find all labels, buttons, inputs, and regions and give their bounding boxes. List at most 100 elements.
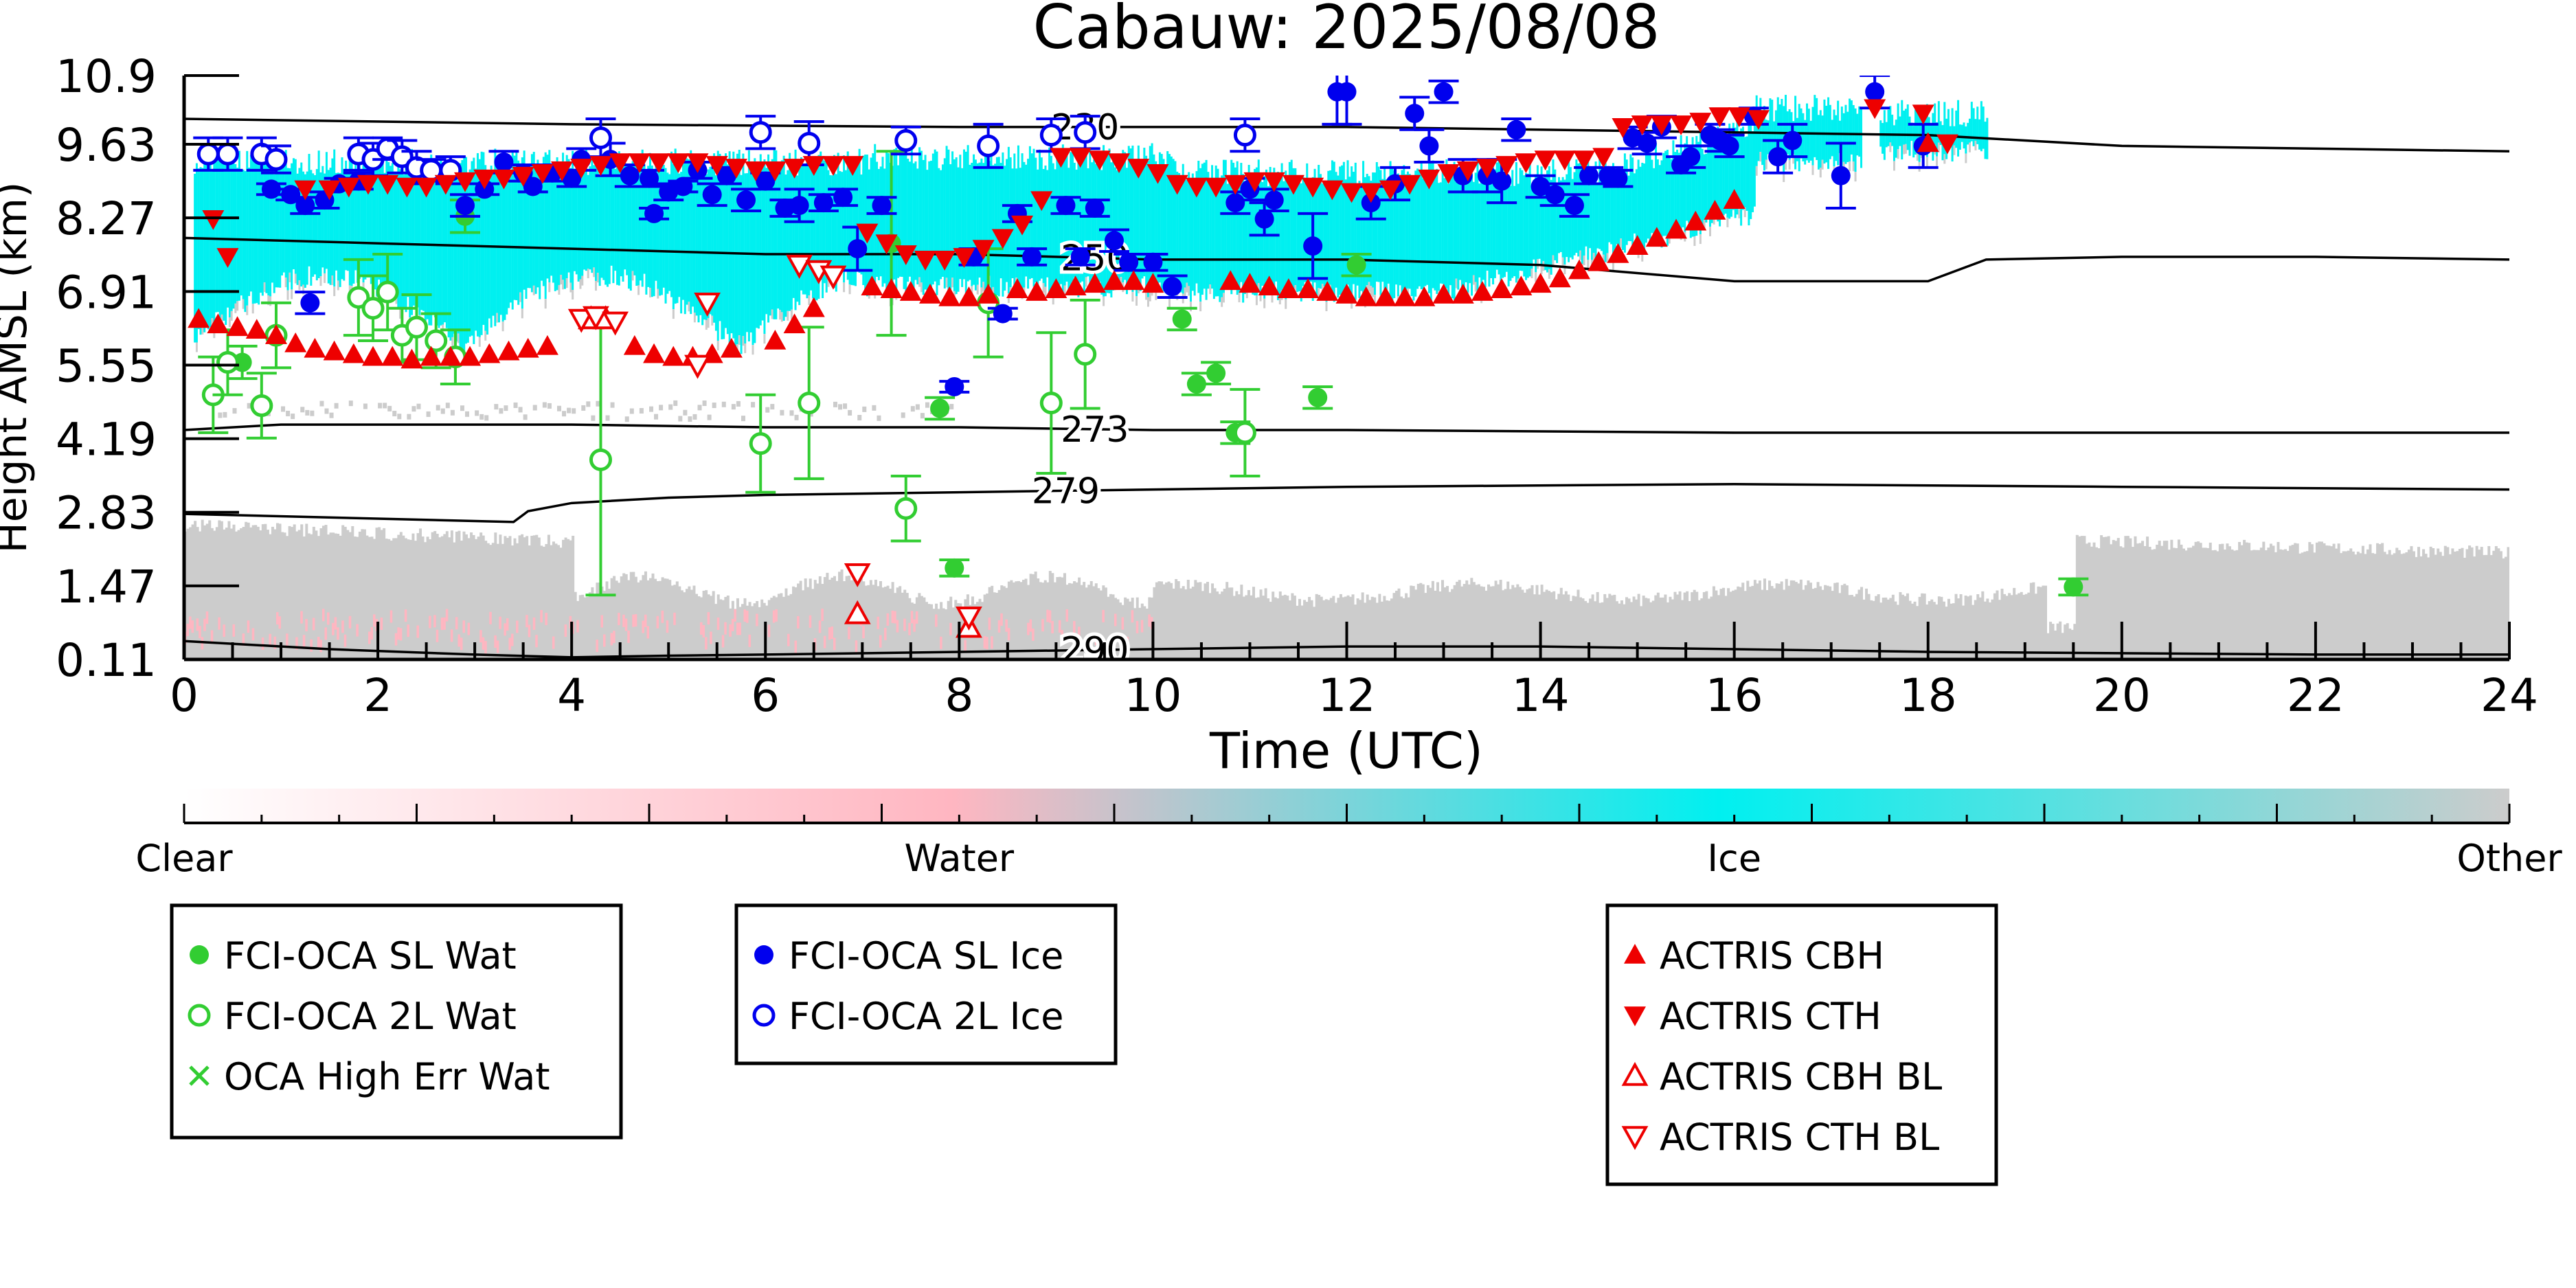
legend-label: FCI-OCA SL Wat	[224, 934, 517, 978]
data-point	[1172, 309, 1192, 329]
water-patch	[368, 631, 371, 644]
ice-column	[539, 163, 541, 300]
data-point	[702, 185, 722, 205]
data-point	[1564, 196, 1584, 216]
ice-column	[1589, 180, 1592, 249]
ice-column	[647, 166, 650, 287]
ice-column	[690, 150, 692, 315]
other-column	[932, 609, 936, 659]
other-speck	[1321, 284, 1324, 294]
other-speck	[572, 408, 576, 414]
water-patch	[247, 620, 250, 633]
other-column	[1502, 590, 1505, 659]
other-column	[777, 594, 780, 659]
other-column	[1627, 598, 1631, 659]
ice-column	[653, 170, 655, 297]
data-point	[861, 275, 883, 296]
water-patch	[191, 620, 194, 633]
other-speck	[1372, 287, 1375, 297]
water-patch	[877, 616, 880, 629]
other-speck	[1255, 295, 1258, 306]
ice-column	[1916, 109, 1919, 151]
other-speck	[629, 408, 634, 414]
other-column	[2160, 545, 2164, 659]
series-actris-cth	[202, 99, 1958, 271]
legend-label: FCI-OCA 2L Wat	[224, 995, 517, 1038]
other-speck	[862, 406, 867, 412]
ice-column	[1188, 172, 1190, 286]
water-patch	[673, 612, 677, 625]
other-column	[2483, 554, 2486, 659]
other-speck	[484, 415, 489, 421]
ice-column	[534, 167, 537, 294]
other-speck	[302, 284, 305, 295]
other-column	[542, 546, 545, 659]
classification-colorbar: Clear Water Ice Other	[135, 789, 2562, 880]
ice-column	[1703, 154, 1706, 221]
other-column	[448, 537, 451, 659]
other-column	[431, 532, 434, 659]
other-column	[935, 603, 938, 659]
x-tick-label: 2	[363, 669, 392, 722]
ice-column	[833, 155, 835, 289]
data-point	[783, 313, 806, 334]
x-tick-label: 0	[170, 669, 199, 722]
other-speck	[1370, 286, 1372, 296]
data-point	[425, 329, 448, 352]
other-column	[1349, 596, 1353, 659]
other-speck	[678, 416, 683, 422]
other-column	[2051, 624, 2055, 659]
data-point	[856, 223, 879, 244]
other-speck	[649, 287, 651, 297]
other-column	[2075, 534, 2079, 659]
ice-column	[813, 168, 816, 300]
other-column	[387, 539, 391, 659]
other-column	[1552, 591, 1556, 659]
other-column	[1313, 607, 1316, 659]
ice-column	[922, 159, 925, 295]
ice-column	[1763, 106, 1765, 171]
ice-column	[335, 172, 338, 271]
ice-column	[1094, 163, 1097, 280]
other-column	[329, 532, 332, 659]
other-speck	[221, 314, 223, 324]
data-point	[1146, 163, 1169, 184]
x-tick-label: 12	[1318, 669, 1376, 722]
other-speck	[1937, 142, 1940, 152]
other-column	[2298, 553, 2302, 659]
ice-column	[777, 174, 780, 309]
ice-column	[756, 172, 758, 328]
other-column	[2206, 547, 2210, 659]
other-column	[1407, 597, 1410, 659]
other-column	[1620, 600, 1623, 659]
other-speck	[901, 412, 905, 418]
other-column	[562, 539, 565, 659]
ice-column	[242, 169, 245, 300]
ice-column	[536, 159, 539, 288]
ice-column	[1247, 165, 1250, 289]
other-speck	[780, 312, 783, 322]
water-patch	[731, 618, 734, 631]
other-column	[978, 598, 982, 659]
other-column	[2248, 543, 2251, 659]
other-column	[1596, 591, 1599, 659]
other-column	[1475, 585, 1478, 659]
other-column	[2100, 535, 2103, 659]
other-column	[1157, 581, 1161, 659]
x-tick-label: 14	[1512, 669, 1570, 722]
data-point	[196, 142, 220, 166]
ice-column	[1224, 159, 1227, 283]
ice-column	[872, 153, 874, 282]
other-speck	[918, 277, 921, 287]
ice-column	[411, 148, 414, 315]
ice-column	[1368, 176, 1370, 282]
other-column	[2143, 545, 2147, 659]
ice-column	[773, 150, 776, 319]
other-column	[1964, 596, 1967, 659]
other-column	[899, 586, 902, 659]
other-speck	[450, 409, 455, 416]
other-column	[419, 528, 422, 659]
ice-column	[513, 155, 516, 300]
other-column	[588, 592, 591, 659]
ice-column	[1035, 157, 1037, 283]
